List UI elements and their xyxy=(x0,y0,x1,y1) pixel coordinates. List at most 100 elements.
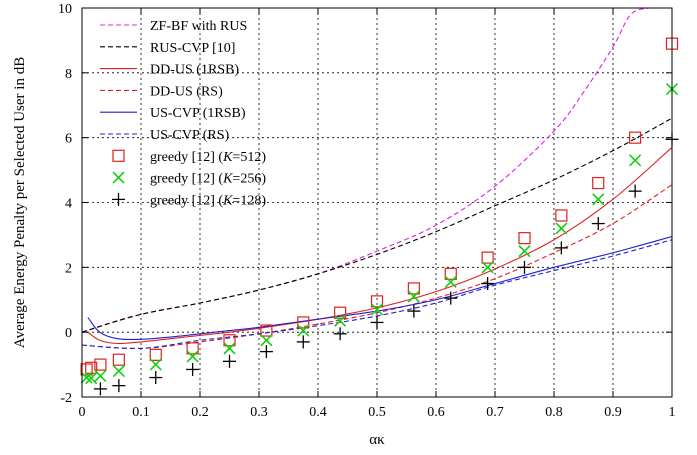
x-tick-label: 1 xyxy=(669,405,676,420)
legend-label: ZF-BF with RUS xyxy=(150,19,247,34)
legend-marker xyxy=(112,192,125,206)
legend-label: greedy [12] (K=512) xyxy=(150,150,266,165)
legend-label-part: K xyxy=(222,193,233,208)
x-tick-label: 0.2 xyxy=(191,405,209,420)
legend-label: RUS-CVP [10] xyxy=(150,41,235,56)
legend-label-part: =256) xyxy=(232,172,266,187)
legend-item: US-CVP (1RSB) xyxy=(100,106,246,121)
series-greedy-12-k-256-point xyxy=(407,290,420,303)
series-dd-us-1rsb-line xyxy=(87,146,672,345)
legend-item: greedy [12] (K=128) xyxy=(112,192,266,208)
series-greedy-12-k-256-point xyxy=(149,358,162,371)
series-greedy-12-k-512-point xyxy=(80,363,93,376)
series-greedy-12-k-256-point xyxy=(223,342,236,355)
series-greedy-12-k-256-point xyxy=(334,314,347,327)
series-greedy-12-k-512-point xyxy=(518,232,531,245)
series-greedy-12-k-256-point xyxy=(592,193,605,206)
series-greedy-12-k-256-point xyxy=(444,275,457,288)
series-dd-us-rs-line xyxy=(82,184,672,349)
series-greedy-12-k-128-point xyxy=(223,354,236,368)
series-greedy-12-k-128 xyxy=(93,132,679,396)
series-greedy-12-k-128-point xyxy=(407,304,421,318)
x-tick-label: 0.7 xyxy=(486,405,504,420)
series-layer xyxy=(80,8,679,396)
series-greedy-12-k-512 xyxy=(80,37,679,376)
series-greedy-12-k-128-point xyxy=(149,371,163,385)
series-greedy-12-k-256-point xyxy=(186,350,199,363)
series-greedy-12-k-256-point xyxy=(518,245,531,258)
series-greedy-12-k-512-point xyxy=(555,209,568,222)
x-tick-label: 0.3 xyxy=(250,405,268,420)
legend: ZF-BF with RUS RUS-CVP [10] DD-US (1RSB) DD… xyxy=(100,19,266,208)
y-tick-label: 10 xyxy=(58,2,72,17)
legend-label-part: greedy [12] ( xyxy=(150,150,223,165)
legend-label-part: greedy [12] ( xyxy=(150,193,223,208)
series-greedy-12-k-256-point xyxy=(94,369,107,382)
x-tick-label: 0.6 xyxy=(427,405,445,420)
legend-item: US-CVP (RS) xyxy=(100,128,230,143)
legend-label: greedy [12] (K=128) xyxy=(150,193,266,208)
series-zf-bf-with-rus-line xyxy=(82,8,649,333)
legend-label-part: greedy [12] ( xyxy=(150,172,223,187)
series-greedy-12-k-256-point xyxy=(112,365,125,378)
series-greedy-12-k-128-point xyxy=(481,277,495,291)
ticks: 0 0.1 0.2 0.3 0.4 0.5 0.6 0.7 0.8 0.9 1 -2 0 2 4 6 8 10 xyxy=(58,2,676,420)
series-greedy-12-k-256-point xyxy=(555,222,568,235)
series-greedy-12-k-512-point xyxy=(444,267,457,280)
series-greedy-12-k-512-point xyxy=(297,316,310,329)
series-greedy-12-k-256-point xyxy=(297,324,310,337)
series-greedy-12-k-128-point xyxy=(333,327,347,341)
series-greedy-12-k-512-point xyxy=(149,348,162,361)
series-us-cvp-1rsb-line xyxy=(87,236,672,341)
series-greedy-12-k-128-point xyxy=(112,379,126,393)
legend-item: RUS-CVP [10] xyxy=(100,41,235,56)
legend-label: US-CVP (RS) xyxy=(150,128,230,143)
legend-item: DD-US (1RSB) xyxy=(100,63,239,78)
legend-label: DD-US (RS) xyxy=(150,84,223,99)
y-tick-label: 6 xyxy=(65,132,72,147)
series-greedy-12-k-256-point xyxy=(80,371,93,384)
legend-label-part: =512) xyxy=(232,150,266,165)
y-tick-label: -2 xyxy=(60,391,72,406)
y-axis-label: Average Energy Penalty per Selected User… xyxy=(12,57,28,348)
series-greedy-12-k-128-point xyxy=(591,217,605,231)
series-greedy-12-k-512-point xyxy=(370,295,384,308)
series-greedy-12-k-512-point xyxy=(94,358,107,371)
legend-label: DD-US (1RSB) xyxy=(150,63,239,78)
grid xyxy=(82,8,672,397)
series-rus-cvp-10-line xyxy=(82,117,672,333)
series-greedy-12-k-512-point xyxy=(260,324,273,337)
x-tick-label: 0.8 xyxy=(545,405,563,420)
legend-marker xyxy=(112,171,125,184)
x-tick-label: 0.4 xyxy=(309,405,327,420)
series-greedy-12-k-256-point xyxy=(370,303,384,316)
series-greedy-12-k-128-point xyxy=(554,241,568,255)
series-greedy-12-k-128-point xyxy=(444,291,458,305)
series-greedy-12-k-512-point xyxy=(186,342,199,355)
series-greedy-12-k-256-point xyxy=(260,334,273,347)
series-greedy-12-k-512-point xyxy=(481,251,494,264)
series-greedy-12-k-512-point xyxy=(629,131,642,144)
series-greedy-12-k-128-point xyxy=(186,362,200,376)
legend-label: greedy [12] (K=256) xyxy=(150,172,266,187)
series-greedy-12-k-128-point xyxy=(296,335,310,349)
legend-item: greedy [12] (K=512) xyxy=(112,149,266,165)
series-greedy-12-k-128-point xyxy=(518,260,531,274)
x-tick-label: 0.9 xyxy=(604,405,622,420)
y-tick-label: 0 xyxy=(65,326,72,341)
y-tick-label: 8 xyxy=(65,67,72,82)
series-greedy-12-k-256-point xyxy=(481,261,494,274)
series-greedy-12-k-512-point xyxy=(407,282,420,295)
series-greedy-12-k-128-point xyxy=(259,345,273,359)
x-tick-label: 0.1 xyxy=(132,405,150,420)
series-greedy-12-k-256-point xyxy=(85,372,98,385)
x-tick-label: 0 xyxy=(79,405,86,420)
series-greedy-12-k-128-point xyxy=(628,184,642,198)
series-greedy-12-k-256-point xyxy=(629,154,642,167)
legend-item: DD-US (RS) xyxy=(100,84,223,99)
series-greedy-12-k-512-point xyxy=(223,334,236,347)
legend-label-part: K xyxy=(222,172,233,187)
series-greedy-12-k-512-point xyxy=(112,353,125,366)
x-axis-label: ακ xyxy=(369,432,385,448)
